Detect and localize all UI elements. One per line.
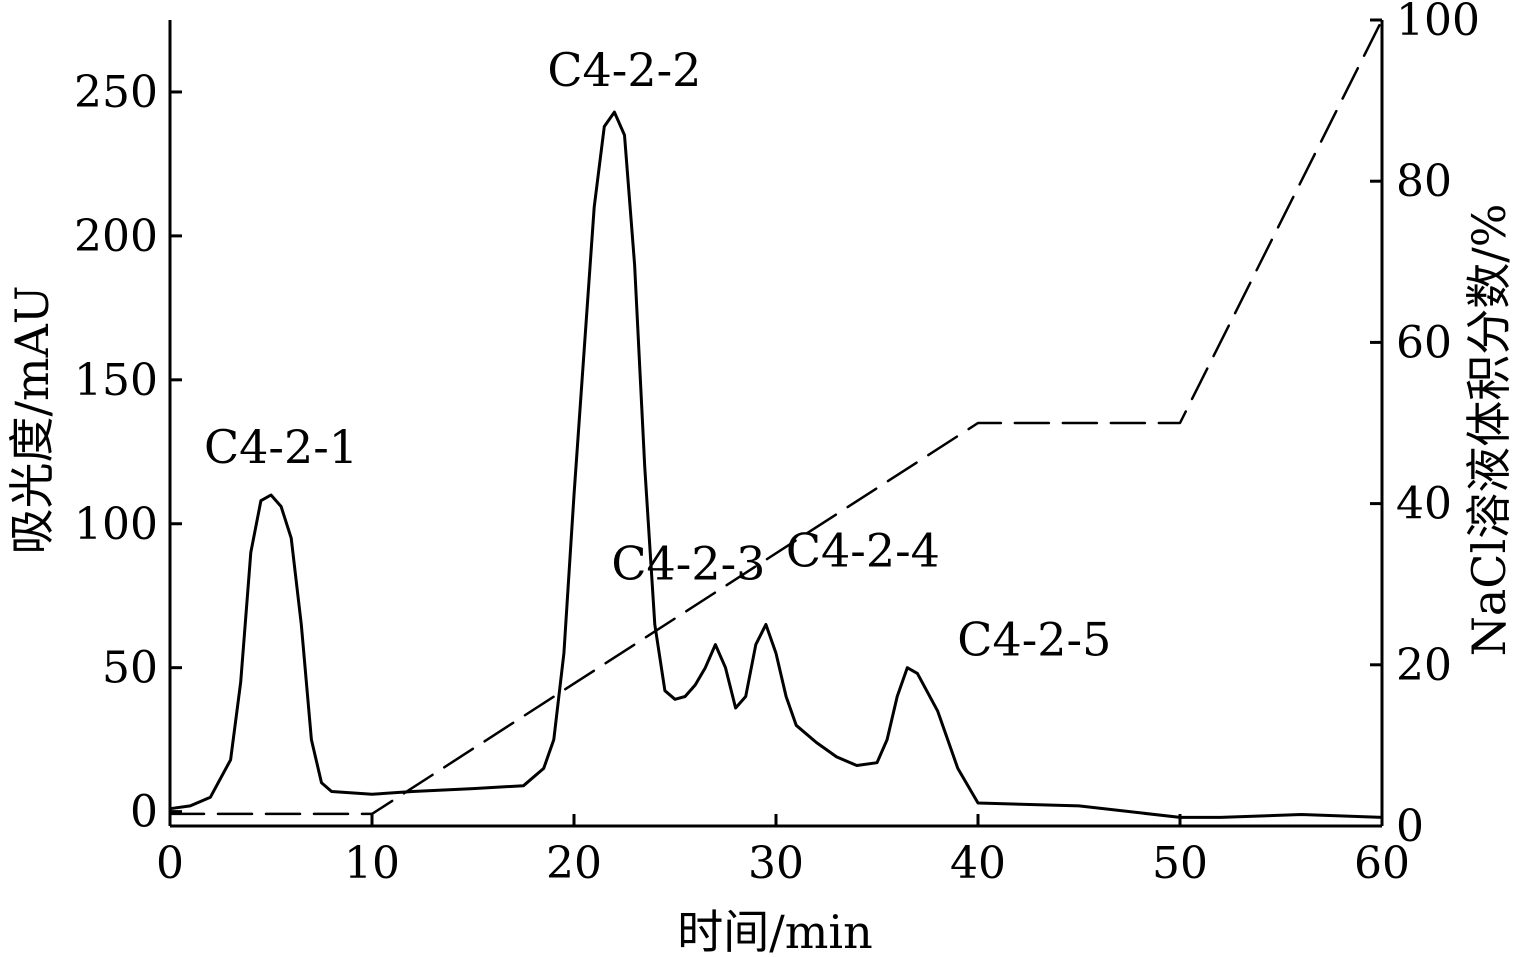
absorbance-line (168, 110, 1384, 819)
y-tick-label: 150 (74, 355, 158, 406)
y-tick-label: 50 (102, 643, 158, 694)
y2-tick-label: 40 (1396, 479, 1452, 530)
x-tick-label: 10 (344, 838, 400, 889)
y-tick-label: 250 (74, 67, 158, 118)
x-tick-label: 30 (748, 838, 804, 889)
y2-tick-label: 0 (1396, 801, 1424, 852)
x-tick-label: 50 (1152, 838, 1208, 889)
y2-axis-title: NaCl溶液体积分数/% (1462, 204, 1516, 657)
x-tick-label: 60 (1354, 838, 1410, 889)
y2-tick-label: 20 (1396, 640, 1452, 691)
y2-tick-label: 100 (1396, 0, 1480, 46)
x-tick-label: 20 (546, 838, 602, 889)
nacl-gradient-line (168, 18, 1384, 816)
peak-label: C4-2-1 (204, 420, 358, 474)
y-tick-label: 100 (74, 499, 158, 550)
x-axis-title: 时间/min (677, 905, 872, 957)
peak-label: C4-2-4 (786, 524, 940, 578)
x-tick-label: 40 (950, 838, 1006, 889)
x-tick-label: 0 (156, 838, 184, 889)
y2-tick-label: 80 (1396, 156, 1452, 207)
peak-label: C4-2-2 (547, 43, 701, 97)
peak-label: C4-2-3 (611, 537, 765, 591)
annotation-layer: C4-2-1 C4-2-2 C4-2-3 C4-2-4 C4-2-5 (204, 43, 1111, 667)
y-tick-label: 200 (74, 211, 158, 262)
peak-label: C4-2-5 (957, 613, 1111, 667)
y2-tick-label: 60 (1396, 317, 1452, 368)
y-tick-label: 0 (130, 787, 158, 838)
y-axis-title: 吸光度/mAU (5, 285, 59, 554)
series-layer (168, 18, 1384, 819)
